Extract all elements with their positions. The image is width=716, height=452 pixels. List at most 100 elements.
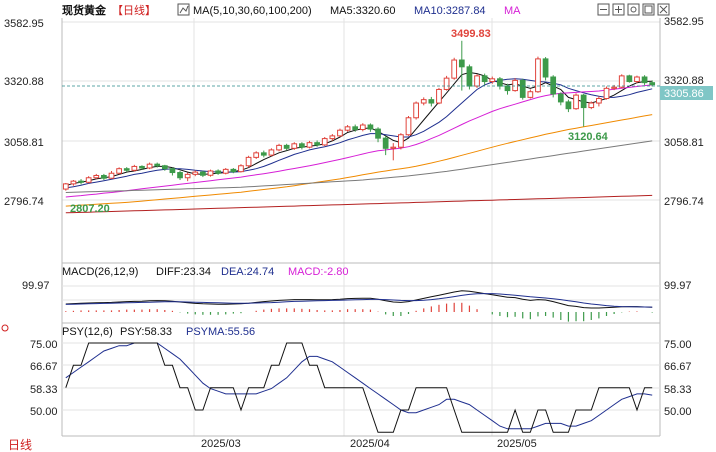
candle-down [382,137,389,149]
candle-up [329,135,336,140]
candle-up [451,59,458,79]
candle-up [93,174,100,179]
candle-down [200,171,206,176]
candle-up [535,58,541,93]
candle-up [596,98,602,104]
moving-average-lines [65,71,653,214]
left-tick-label: 3058.81 [4,137,44,149]
candle-down [299,143,305,148]
candle-down [123,168,130,171]
period-button[interactable]: 日线 [8,438,32,452]
left-tick-label: 3582.95 [4,18,44,30]
macd-left-label: 99.97 [22,280,50,292]
candle-down [497,78,503,87]
minus-square-icon[interactable] [597,3,610,16]
psy-value: PSY:58.33 [120,326,172,338]
ma100-line [65,140,653,193]
candle-down [458,59,465,68]
current-price-tag [660,86,713,100]
date-label-may: 2025/05 [497,438,537,450]
candle-down [314,142,320,146]
chart-title: 现货黄金 [62,3,107,17]
candle-down [177,172,183,179]
candle-down [504,85,511,92]
candle-up [70,180,77,185]
ma-chart-icon [179,5,189,14]
plus-square-icon[interactable] [612,3,625,16]
right-tick-label: 2796.74 [664,196,704,208]
left-tick-label: 3320.88 [4,76,44,88]
period-label[interactable]: 【日线】 [112,3,156,17]
candle-down [519,79,526,98]
psy-right-axis: 75.00 66.67 58.33 50.00 [664,339,692,418]
candle-up [108,172,115,179]
candle-up [413,102,419,119]
candle-up [443,77,450,90]
candle-down [283,144,290,149]
ma5-value: MA5:3320.60 [330,5,395,17]
candle-up [337,129,343,137]
psy-left-tick: 66.67 [30,361,58,373]
psy-left-tick: 50.00 [30,406,58,418]
candle-up [268,149,275,156]
macd-histogram [65,302,653,322]
candle-down [641,76,648,84]
macd-lines [65,290,653,309]
psyma-line [65,342,653,430]
ma30-value: MA [504,5,521,17]
candle-up [603,87,610,100]
ma10-value: MA10:3287.84 [414,5,486,17]
left-tick-label: 2796.74 [4,196,44,208]
candle-down [139,165,145,169]
date-label-march: 2025/03 [201,438,241,450]
candlestick-series [62,40,656,191]
candle-up [62,183,69,190]
ma-toggle-icon[interactable] [177,3,190,16]
candle-down [215,170,221,174]
candle-up [390,146,397,149]
candle-up [344,126,351,131]
macd-diff-line [65,290,653,309]
candle-up [116,168,122,174]
candle-down [550,76,557,95]
psyma-value: PSYMA:55.56 [186,326,255,338]
candle-up [184,173,191,179]
candle-up [474,75,480,87]
left-price-axis: 3582.95 3320.88 3058.81 2796.74 [4,18,44,208]
candle-down [375,128,381,139]
candle-down [260,152,267,156]
macd-diff-value: DIFF:23.34 [156,266,211,278]
date-label-april: 2025/04 [350,438,390,450]
close-square-icon[interactable] [657,3,670,16]
psy-title: PSY(12,6) [62,326,113,338]
candle-up [398,134,404,148]
ma5-line [65,71,653,187]
current-price-value: 3305.86 [664,88,704,100]
candle-up [321,138,328,146]
psy-right-tick: 50.00 [664,406,692,418]
settings-square-icon[interactable] [627,3,640,16]
psy-lines [65,342,653,433]
candle-up [131,165,138,171]
candle-up [512,79,518,92]
right-tick-label: 3058.81 [664,137,704,149]
candle-down [557,93,564,103]
candle-up [192,171,199,175]
candle-down [565,101,572,110]
period-button-bg[interactable] [0,436,62,452]
window-controls [597,3,670,16]
psy-right-tick: 66.67 [664,361,692,373]
restore-square-icon[interactable] [642,3,655,16]
candle-up [146,163,153,169]
high-annotation: 3499.83 [451,28,491,40]
candle-up [588,102,595,109]
ma-params: MA(5,10,30,60,100,200) [193,5,312,17]
psy-left-tick: 58.33 [30,384,58,396]
candle-down [78,180,84,183]
candle-up [245,156,252,167]
candle-up [222,168,229,174]
candle-up [618,75,625,88]
candle-down [466,66,473,87]
indicator-marker-icon[interactable] [1,324,9,332]
